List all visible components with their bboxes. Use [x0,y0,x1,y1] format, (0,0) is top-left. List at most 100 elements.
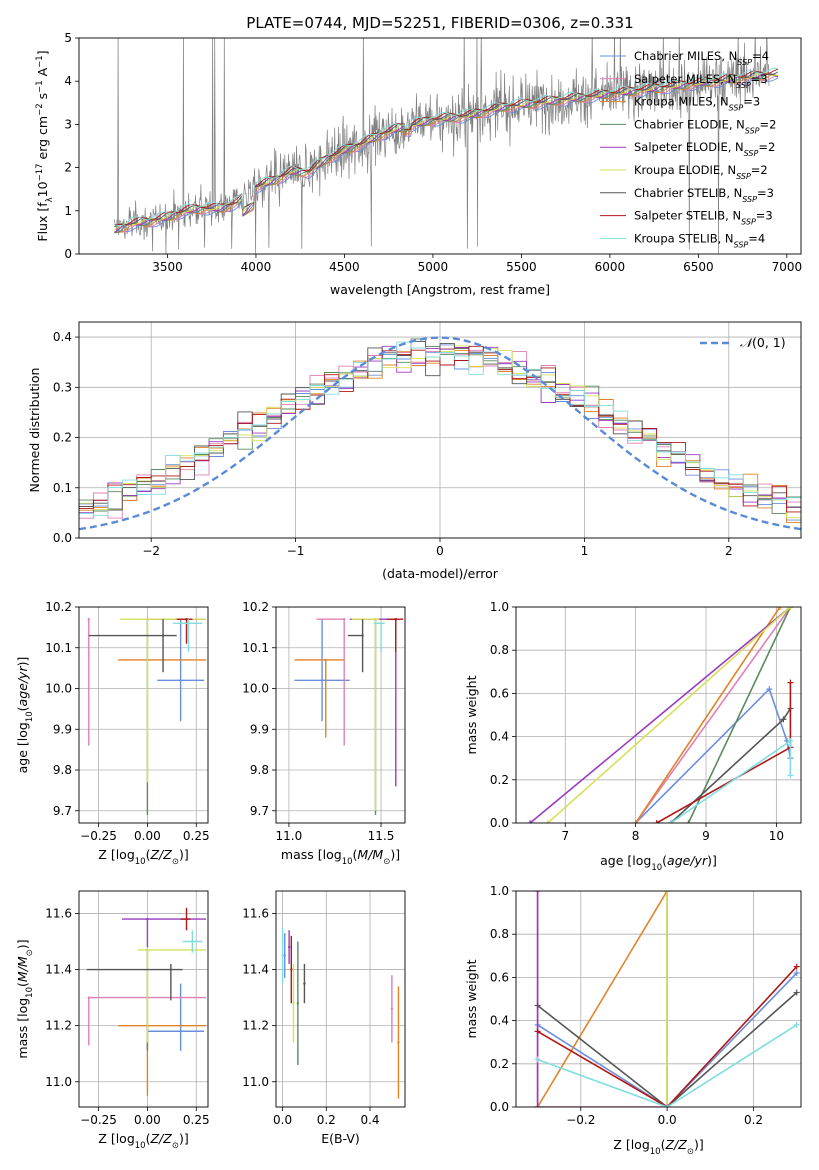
x-tick-label: 5500 [506,260,537,274]
x-tick-label: 10 [769,829,784,843]
x-tick-label: 7 [561,829,569,843]
x-tick-label: 0.00 [134,829,161,843]
y-tick-label: 9.7 [53,804,72,818]
axes-frame [515,606,802,824]
point-salpeter_miles [342,618,346,621]
mass-vs-ebv-panel: 0.0 0.2 0.4 11.0 11.2 11.4 11.6 E(B-V) [242,890,406,1146]
x-axis-label: E(B-V) [321,1131,360,1146]
massweight-line-chabrier_elodie [687,607,792,823]
legend-label-salpeter_miles: Salpeter MILES, NSSP=3 [634,72,768,90]
y-tick-label: 0.8 [490,643,509,657]
y-tick-label: 11.4 [45,963,72,977]
point-salpeter_miles [87,618,90,621]
y-tick-label: 11.2 [242,1019,269,1033]
axes-frame [78,321,802,539]
y-tick-label: 0.4 [490,1014,509,1028]
x-tick-label: 5000 [418,260,449,274]
plot-area [79,322,801,538]
x-axis-label: mass [log10(M/M⊙)] [281,847,400,867]
axes-frame [78,606,209,824]
legend-label-chabrier_miles: Chabrier MILES, NSSP=4 [634,49,769,67]
plot-area [516,607,801,823]
y-axis-label: mass weight [464,959,479,1038]
spectrum-panel: 3500 4000 4500 5000 5500 6000 6500 7000 0 1 2 3 4 5 Ch… [35,31,803,297]
point-salpeter_stelib [185,618,188,621]
y-tick-label: 0.6 [490,970,509,984]
x-tick-label: 11.5 [368,829,395,843]
y-tick-label: 2 [64,161,72,175]
y-tick-label: 4 [64,74,72,88]
massweight-line-salpeter_miles [634,607,792,823]
y-tick-label: 0.0 [490,1100,509,1114]
x-tick-label: 2 [725,544,733,558]
y-axis-label: mass [log10(M/M⊙)] [15,939,35,1058]
x-tick-label: 4000 [241,260,272,274]
massweight-line-salpeter_stelib [656,682,792,823]
chart-title: PLATE=0744, MJD=52251, FIBERID=0306, z=0… [246,14,633,32]
point-kroupa_elodie [374,618,377,621]
y-axis-label: mass weight [464,675,479,754]
x-tick-label: −2 [142,544,160,558]
residual-histogram-kroupa_stelib [79,341,801,516]
x-axis-label: Z [log10(Z/Z⊙)] [98,1131,188,1151]
y-tick-label: 9.8 [53,763,72,777]
y-tick-label: 0.8 [490,927,509,941]
point-kroupa_elodie [292,1002,295,1005]
x-tick-label: −0.25 [80,829,117,843]
point-salpeter_miles [390,1007,394,1011]
y-tick-label: 11.6 [45,906,72,920]
massweight-vs-age-panel: 7 8 9 10 0.0 0.2 0.4 0.6 0.8 1.0 age [log10(age/yr… [464,600,802,873]
point-chabrier_stelib [161,634,165,637]
massweight-line-kroupa_stelib [537,1024,798,1107]
y-tick-label: 10.2 [45,600,72,614]
y-tick-label: 3 [64,117,72,131]
axes-frame [515,890,802,1108]
y-tick-label: 0.1 [53,481,72,495]
x-tick-label: 0.25 [183,1113,210,1127]
x-tick-label: −0.2 [566,1113,595,1127]
y-tick-label: 0.2 [490,773,509,787]
y-axis-label: Normed distribution [27,368,42,493]
y-tick-label: 10.0 [242,682,269,696]
y-tick-label: 1.0 [490,600,509,614]
y-tick-label: 0.2 [490,1057,509,1071]
y-tick-label: 11.6 [242,906,269,920]
x-tick-label: 0.00 [134,1113,161,1127]
plot-area [516,891,801,1107]
x-tick-label: 8 [632,829,640,843]
legend-label-chabrier_elodie: Chabrier ELODIE, NSSP=2 [634,117,776,135]
massweight-line-chabrier_miles [635,687,792,823]
y-tick-label: 0 [64,247,72,261]
y-tick-label: 10.0 [45,682,72,696]
age-vs-mass-panel: 11.0 11.5 9.7 9.8 9.9 10.0 10.1 10.2 mass [log10… [242,600,406,867]
point-chabrier_miles [179,1030,182,1033]
y-axis-label: Flux [fλ10−17 erg cm−2 s−1 A−1] [35,50,55,241]
massweight-line-salpeter_stelib [537,966,798,1107]
x-tick-label: 9 [702,829,710,843]
legend-label-kroupa_elodie: Kroupa ELODIE, NSSP=2 [634,163,768,181]
y-tick-label: 10.2 [242,600,269,614]
point-kroupa_elodie [146,618,149,621]
y-tick-label: 0.0 [490,816,509,830]
y-tick-label: 9.7 [250,804,269,818]
legend-label-salpeter_elodie: Salpeter ELODIE, NSSP=2 [634,140,775,158]
x-tick-label: 6000 [595,260,626,274]
legend-label-kroupa_miles: Kroupa MILES, NSSP=3 [634,95,760,113]
point-chabrier_stelib [361,634,364,637]
point-salpeter_stelib [185,917,188,921]
massweight-line-kroupa_elodie [547,607,791,823]
mass-vs-metallicity-panel: −0.25 0.00 0.25 11.0 11.2 11.4 11.6 Z [log10(Z/… [15,890,210,1151]
point-chabrier_miles [283,954,286,957]
plot-area [276,891,405,1107]
x-axis-label: Z [log10(Z/Z⊙)] [98,847,188,867]
y-tick-label: 9.9 [250,722,269,736]
residuals-panel: −2 −1 0 1 2 0.0 0.1 0.2 0.3 0.4 𝒩(0, 1) (data-model… [27,321,802,581]
y-tick-label: 1.0 [490,884,509,898]
y-tick-label: 0.4 [53,330,72,344]
x-tick-label: −0.25 [80,1113,117,1127]
point-kroupa_stelib [379,622,383,625]
x-tick-label: 7000 [772,260,803,274]
y-tick-label: 0.2 [53,431,72,445]
massweight-line-chabrier_stelib [537,991,798,1107]
